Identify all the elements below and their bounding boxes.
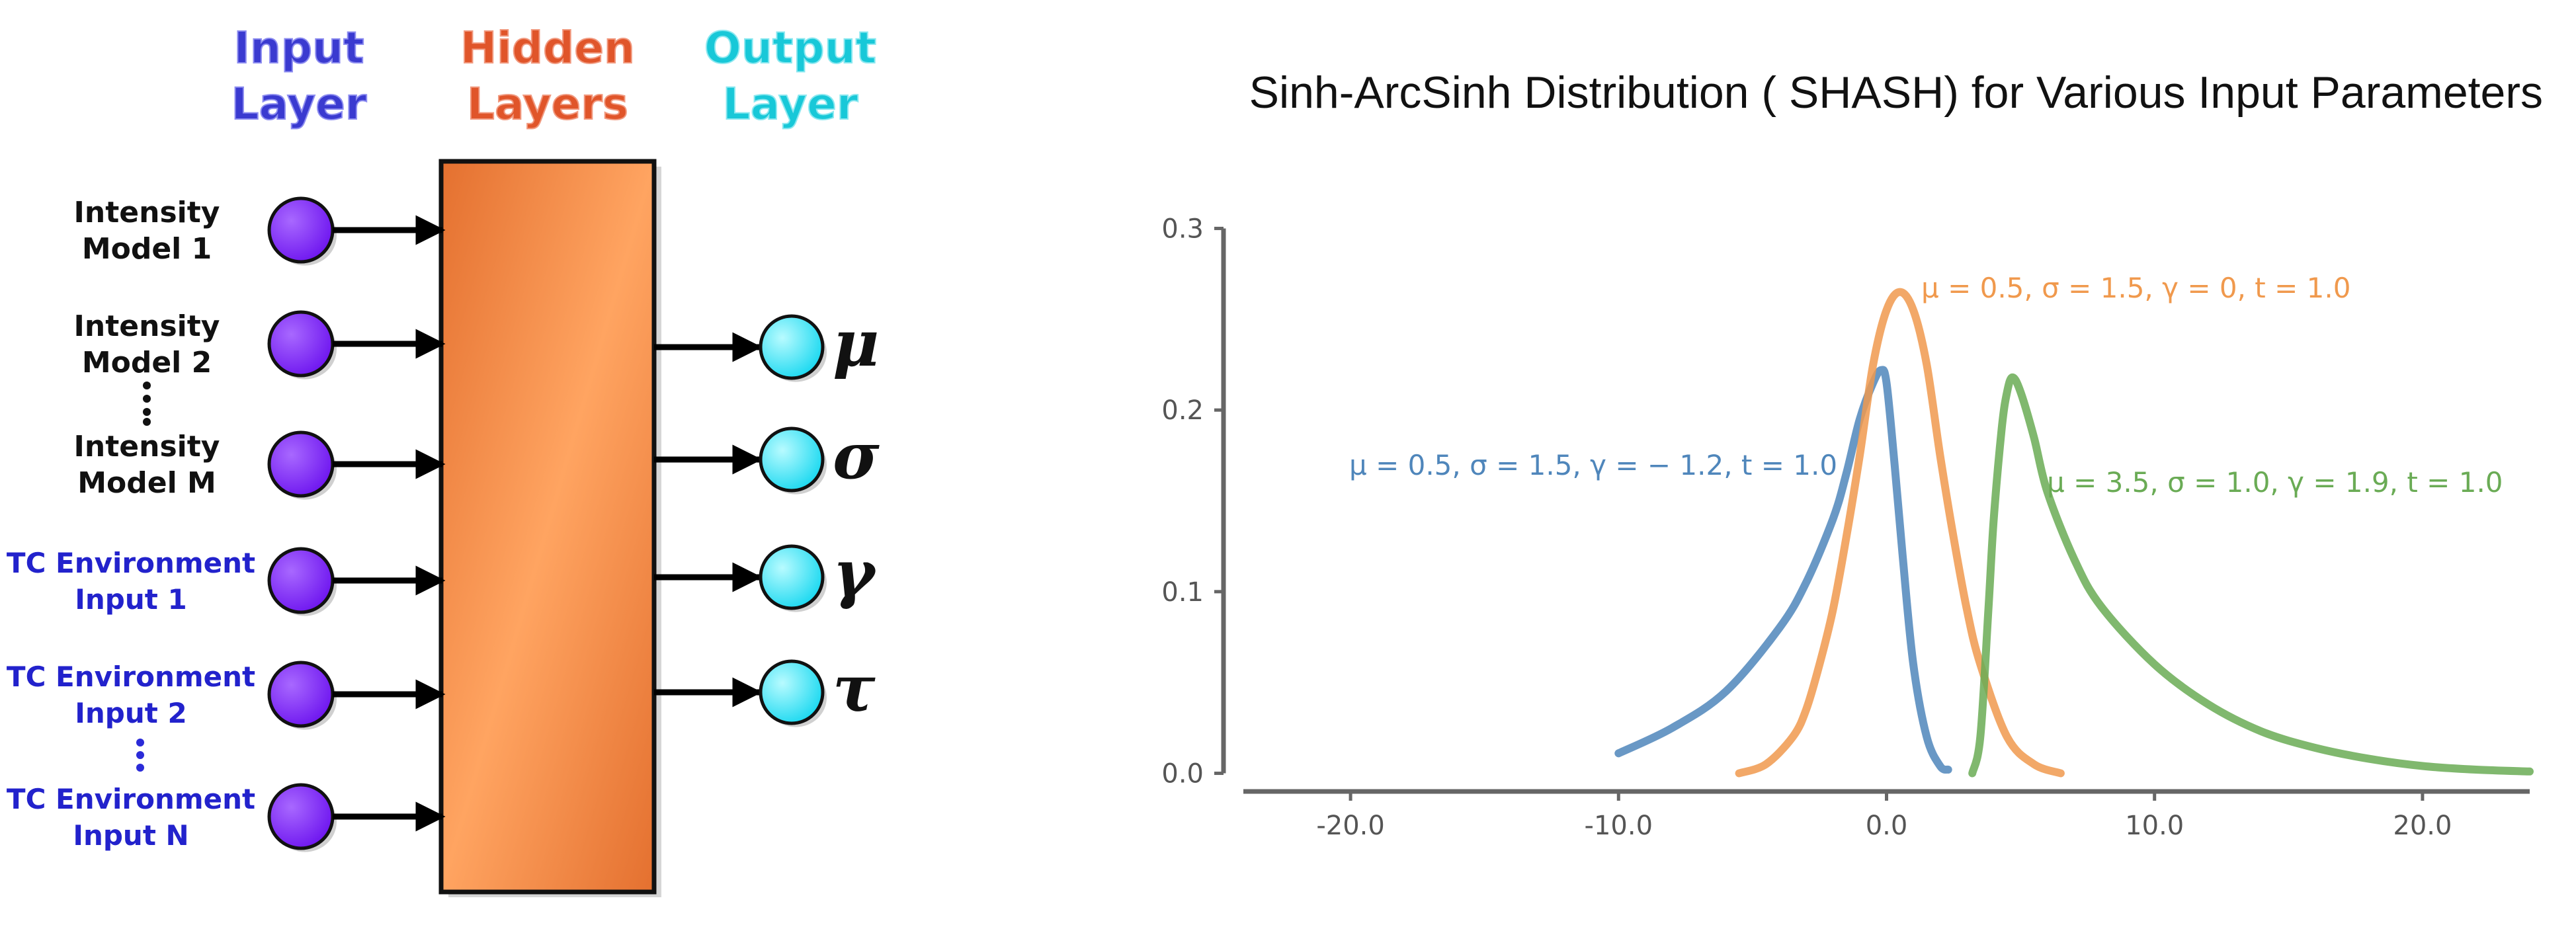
- x-tick-label: -20.0: [1316, 811, 1385, 841]
- series-annotation: μ = 0.5, σ = 1.5, γ = 0, t = 1.0: [1921, 272, 2350, 304]
- input-label: Intensity: [74, 196, 220, 229]
- series-line: [1614, 366, 1952, 774]
- x-tick-label: -10.0: [1585, 811, 1653, 841]
- y-tick-label: 0.0: [1161, 759, 1204, 789]
- input-header-line2: Layer: [231, 79, 367, 130]
- input-label: Model 1: [82, 232, 212, 266]
- series-line: [1735, 288, 2065, 778]
- output-node: [759, 314, 825, 380]
- chart-series: [1614, 288, 2534, 778]
- series-annotation: μ = 0.5, σ = 1.5, γ = − 1.2, t = 1.0: [1349, 449, 1837, 481]
- input-node: [267, 196, 335, 264]
- network-diagram: Input Layer Hidden Layers Output Layer I…: [7, 22, 880, 897]
- x-tick-label: 0.0: [1866, 811, 1908, 841]
- hidden-header-line2: Layers: [467, 79, 628, 130]
- hidden-header-line1: Hidden: [460, 22, 635, 73]
- output-symbol: μ: [833, 306, 879, 381]
- input-layer-header: Input Layer: [231, 22, 368, 130]
- input-node: [267, 310, 335, 378]
- series-annotation: μ = 3.5, σ = 1.0, γ = 1.9, t = 1.0: [2047, 466, 2503, 499]
- input-header-line1: Input: [233, 22, 364, 73]
- output-node-row: μ: [654, 306, 879, 382]
- input-label: TC Environment: [7, 547, 255, 579]
- output-node: [759, 659, 825, 725]
- env-ellipsis: [136, 739, 144, 772]
- x-tick-label: 10.0: [2125, 811, 2184, 841]
- output-header-line1: Output: [704, 22, 876, 73]
- input-node-row: TC Environment Input 1: [7, 547, 446, 616]
- output-symbol: σ: [833, 419, 880, 493]
- chart-annotations: μ = 0.5, σ = 1.5, γ = − 1.2, t = 1.0 μ = …: [1349, 272, 2503, 499]
- output-node-row: γ: [654, 536, 878, 612]
- input-label: Input 1: [75, 583, 187, 616]
- output-layer-header: Output Layer: [704, 22, 877, 130]
- input-label: Input 2: [75, 697, 187, 729]
- series-line: [1968, 373, 2534, 778]
- input-label: TC Environment: [7, 783, 255, 815]
- output-node: [759, 544, 825, 610]
- input-node: [267, 430, 335, 498]
- input-label: TC Environment: [7, 661, 255, 693]
- input-node-row: TC Environment Input 2: [7, 661, 446, 730]
- input-node: [267, 783, 335, 850]
- input-label: Intensity: [74, 430, 220, 464]
- output-node-row: τ: [654, 651, 876, 727]
- output-node: [759, 426, 825, 493]
- output-symbol: τ: [833, 651, 876, 726]
- output-node-row: σ: [654, 419, 880, 495]
- shash-chart: Sinh-ArcSinh Distribution ( SHASH) for V…: [1161, 67, 2543, 841]
- input-node: [267, 661, 335, 728]
- input-label: Input N: [73, 819, 188, 852]
- chart-title: Sinh-ArcSinh Distribution ( SHASH) for V…: [1249, 67, 2543, 118]
- model-ellipsis: [143, 382, 151, 426]
- y-tick-label: 0.3: [1161, 214, 1204, 244]
- hidden-layers-box: [438, 159, 657, 895]
- chart-axes: -20.0 -10.0 0.0 10.0 20.0 0.0 0.1 0.2 0.3: [1161, 214, 2530, 841]
- y-tick-label: 0.1: [1161, 577, 1204, 608]
- y-tick-label: 0.2: [1161, 395, 1204, 426]
- input-label: Model M: [77, 466, 216, 500]
- x-tick-label: 20.0: [2393, 811, 2452, 841]
- input-label: Model 2: [82, 346, 212, 380]
- input-node: [267, 547, 335, 614]
- output-symbol: γ: [833, 536, 878, 611]
- input-label: Intensity: [74, 309, 220, 343]
- hidden-layers-header: Hidden Layers: [460, 22, 636, 130]
- input-node-row: TC Environment Input N: [7, 783, 446, 852]
- output-header-line2: Layer: [723, 79, 858, 130]
